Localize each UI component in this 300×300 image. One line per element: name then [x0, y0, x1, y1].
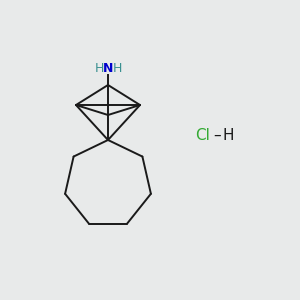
Text: Cl: Cl [195, 128, 210, 142]
Text: H: H [94, 61, 104, 74]
Text: H: H [112, 61, 122, 74]
Text: N: N [103, 62, 113, 76]
Text: –: – [213, 128, 220, 142]
Text: H: H [222, 128, 233, 142]
